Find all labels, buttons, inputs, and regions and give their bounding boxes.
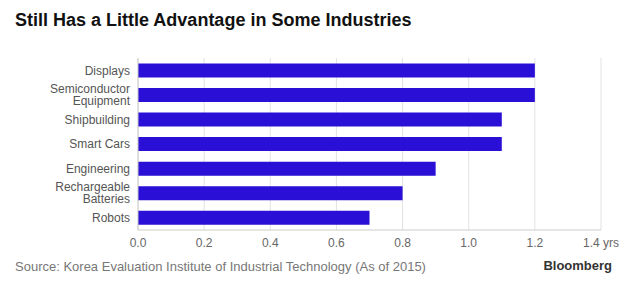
html-text:Still Has a Little Advantage i: Still Has a Little Advantage in Some Ind… — [15, 10, 412, 30]
svg-text:SemiconductorEquipment: SemiconductorEquipment — [50, 82, 131, 108]
svg-text:0.0: 0.0 — [130, 236, 147, 250]
svg-text:0.4: 0.4 — [262, 236, 279, 250]
svg-text:0.2: 0.2 — [196, 236, 213, 250]
svg-text:0.8: 0.8 — [394, 236, 411, 250]
svg-text:0.6: 0.6 — [328, 236, 345, 250]
svg-text:Engineering: Engineering — [66, 162, 130, 176]
svg-text:1.0: 1.0 — [460, 236, 477, 250]
svg-text:Robots: Robots — [92, 211, 130, 225]
svg-text:Displays: Displays — [85, 64, 130, 78]
html-text:Bloomberg: Bloomberg — [543, 258, 612, 273]
svg-text:1.4 yrs: 1.4 yrs — [583, 236, 619, 250]
svg-text:RechargeableBatteries: RechargeableBatteries — [55, 180, 130, 206]
svg-text:1.2: 1.2 — [527, 236, 544, 250]
svg-text:Smart Cars: Smart Cars — [69, 137, 130, 151]
html-text:Source: Korea Evaluation Insti: Source: Korea Evaluation Institute of In… — [15, 259, 426, 274]
svg-text:Shipbuilding: Shipbuilding — [65, 113, 130, 127]
